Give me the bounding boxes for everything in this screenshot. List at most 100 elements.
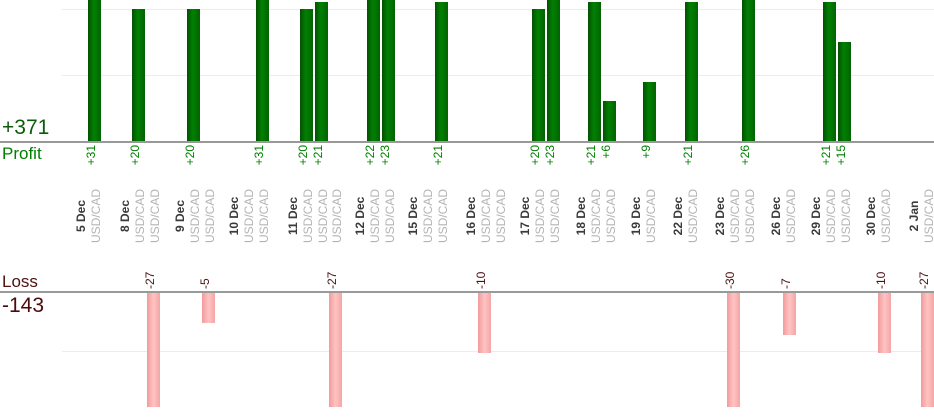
profit-total: +371 bbox=[2, 116, 50, 139]
profit-bar[interactable] bbox=[823, 2, 836, 141]
loss-bar[interactable] bbox=[878, 293, 891, 353]
currency-pair-label: USD/CAD bbox=[686, 189, 700, 244]
loss-bar[interactable] bbox=[146, 293, 160, 407]
profit-bar[interactable] bbox=[837, 42, 851, 141]
profit-bar[interactable] bbox=[255, 0, 269, 141]
date-label: 30 Dec bbox=[864, 196, 878, 236]
currency-pair-label: USD/CAD bbox=[824, 189, 838, 244]
profit-value-label: +22 bbox=[363, 145, 377, 166]
date-label: 8 Dec bbox=[118, 199, 132, 233]
loss-bar[interactable] bbox=[921, 293, 934, 407]
currency-pair-label: USD/CAD bbox=[421, 189, 435, 244]
loss-bar[interactable] bbox=[201, 293, 215, 323]
currency-pair-label: USD/CAD bbox=[603, 189, 618, 244]
currency-pair-label: USD/CAD bbox=[89, 189, 103, 244]
loss-value-label: -27 bbox=[325, 271, 339, 289]
profit-value-label: +21 bbox=[819, 145, 833, 166]
profit-bar[interactable] bbox=[588, 2, 601, 141]
date-label: 18 Dec bbox=[574, 196, 588, 236]
profit-value-label: +21 bbox=[584, 145, 598, 166]
currency-pair-label: USD/CAD bbox=[315, 189, 330, 244]
profit-bar[interactable] bbox=[300, 9, 313, 141]
currency-pair-label: USD/CAD bbox=[479, 189, 493, 244]
date-label: 2 Jan bbox=[907, 200, 921, 232]
date-label: 10 Dec bbox=[227, 196, 241, 236]
loss-bar[interactable] bbox=[478, 293, 491, 353]
currency-pair-label: USD/CAD bbox=[242, 189, 256, 244]
loss-axis-line bbox=[0, 291, 934, 293]
profit-gridline-10 bbox=[62, 75, 934, 76]
profit-value-label: +31 bbox=[84, 145, 98, 166]
profit-bar[interactable] bbox=[741, 0, 755, 141]
profit-bar[interactable] bbox=[546, 0, 560, 141]
profit-bar[interactable] bbox=[132, 9, 145, 141]
loss-bar[interactable] bbox=[329, 293, 342, 407]
currency-pair-label: USD/CAD bbox=[589, 189, 603, 244]
currency-pair-label: USD/CAD bbox=[202, 189, 217, 244]
date-label: 22 Dec bbox=[671, 196, 685, 236]
profit-value-label: +21 bbox=[681, 145, 695, 166]
profit-value-label: +20 bbox=[296, 145, 310, 166]
date-label: 17 Dec bbox=[518, 196, 532, 236]
loss-value-label: -5 bbox=[197, 278, 212, 289]
date-label: 23 Dec bbox=[713, 196, 727, 236]
loss-bar[interactable] bbox=[783, 293, 796, 335]
currency-pair-label: USD/CAD bbox=[547, 189, 562, 244]
loss-value-label: -27 bbox=[142, 271, 157, 289]
date-label: 26 Dec bbox=[769, 196, 783, 236]
profit-value-label: +6 bbox=[598, 145, 613, 159]
loss-gridline-10 bbox=[62, 351, 934, 352]
loss-value-label: -10 bbox=[474, 271, 488, 289]
profit-value-label: +23 bbox=[542, 145, 557, 166]
currency-pair-label: USD/CAD bbox=[838, 189, 853, 244]
currency-pair-label: USD/CAD bbox=[728, 189, 742, 244]
loss-value-label: -7 bbox=[779, 278, 793, 289]
profit-value-label: +9 bbox=[639, 145, 653, 159]
profit-value-label: +20 bbox=[528, 145, 542, 166]
date-label: 12 Dec bbox=[353, 196, 367, 236]
currency-pair-label: USD/CAD bbox=[784, 189, 798, 244]
profit-bar[interactable] bbox=[685, 2, 698, 141]
date-label: 15 Dec bbox=[406, 196, 420, 236]
profit-bar[interactable] bbox=[643, 81, 656, 141]
loss-bar[interactable] bbox=[727, 293, 740, 407]
profit-value-label: +21 bbox=[310, 145, 325, 166]
currency-pair-label: USD/CAD bbox=[879, 189, 893, 244]
profit-bar[interactable] bbox=[602, 101, 616, 141]
profit-value-label: +21 bbox=[430, 145, 445, 166]
profit-bar[interactable] bbox=[88, 0, 101, 141]
loss-value-label: -30 bbox=[723, 271, 737, 289]
loss-value-label: -10 bbox=[874, 271, 888, 289]
profit-value-label: +20 bbox=[128, 145, 142, 166]
date-label: 29 Dec bbox=[809, 196, 823, 236]
loss-total: -143 bbox=[2, 294, 45, 317]
profit-bar[interactable] bbox=[381, 0, 395, 141]
currency-pair-label: USD/CAD bbox=[382, 189, 397, 244]
currency-pair-label: USD/CAD bbox=[922, 189, 934, 244]
profit-bar[interactable] bbox=[367, 0, 380, 141]
date-label: 5 Dec bbox=[74, 199, 88, 233]
profit-value-label: +15 bbox=[833, 145, 848, 166]
date-label: 9 Dec bbox=[173, 199, 187, 233]
profit-axis-line bbox=[0, 141, 934, 143]
profit-value-label: +20 bbox=[183, 145, 197, 166]
currency-pair-label: USD/CAD bbox=[147, 189, 162, 244]
currency-pair-label: USD/CAD bbox=[493, 189, 508, 244]
profit-axis-label: Profit bbox=[2, 144, 42, 163]
profit-bar[interactable] bbox=[187, 9, 200, 141]
profit-value-label: +23 bbox=[377, 145, 392, 166]
profit-value-label: +31 bbox=[251, 145, 266, 166]
profit-value-label: +26 bbox=[737, 145, 752, 166]
profit-bar[interactable] bbox=[434, 2, 448, 141]
currency-pair-label: USD/CAD bbox=[742, 189, 757, 244]
loss-axis-label: Loss bbox=[2, 272, 38, 291]
date-label: 16 Dec bbox=[464, 196, 478, 236]
currency-pair-label: USD/CAD bbox=[188, 189, 202, 244]
profit-gridline-20 bbox=[62, 9, 934, 10]
profit-bar[interactable] bbox=[314, 2, 328, 141]
currency-pair-label: USD/CAD bbox=[533, 189, 547, 244]
profit-bar[interactable] bbox=[532, 9, 545, 141]
currency-pair-label: USD/CAD bbox=[368, 189, 382, 244]
currency-pair-label: USD/CAD bbox=[256, 189, 271, 244]
